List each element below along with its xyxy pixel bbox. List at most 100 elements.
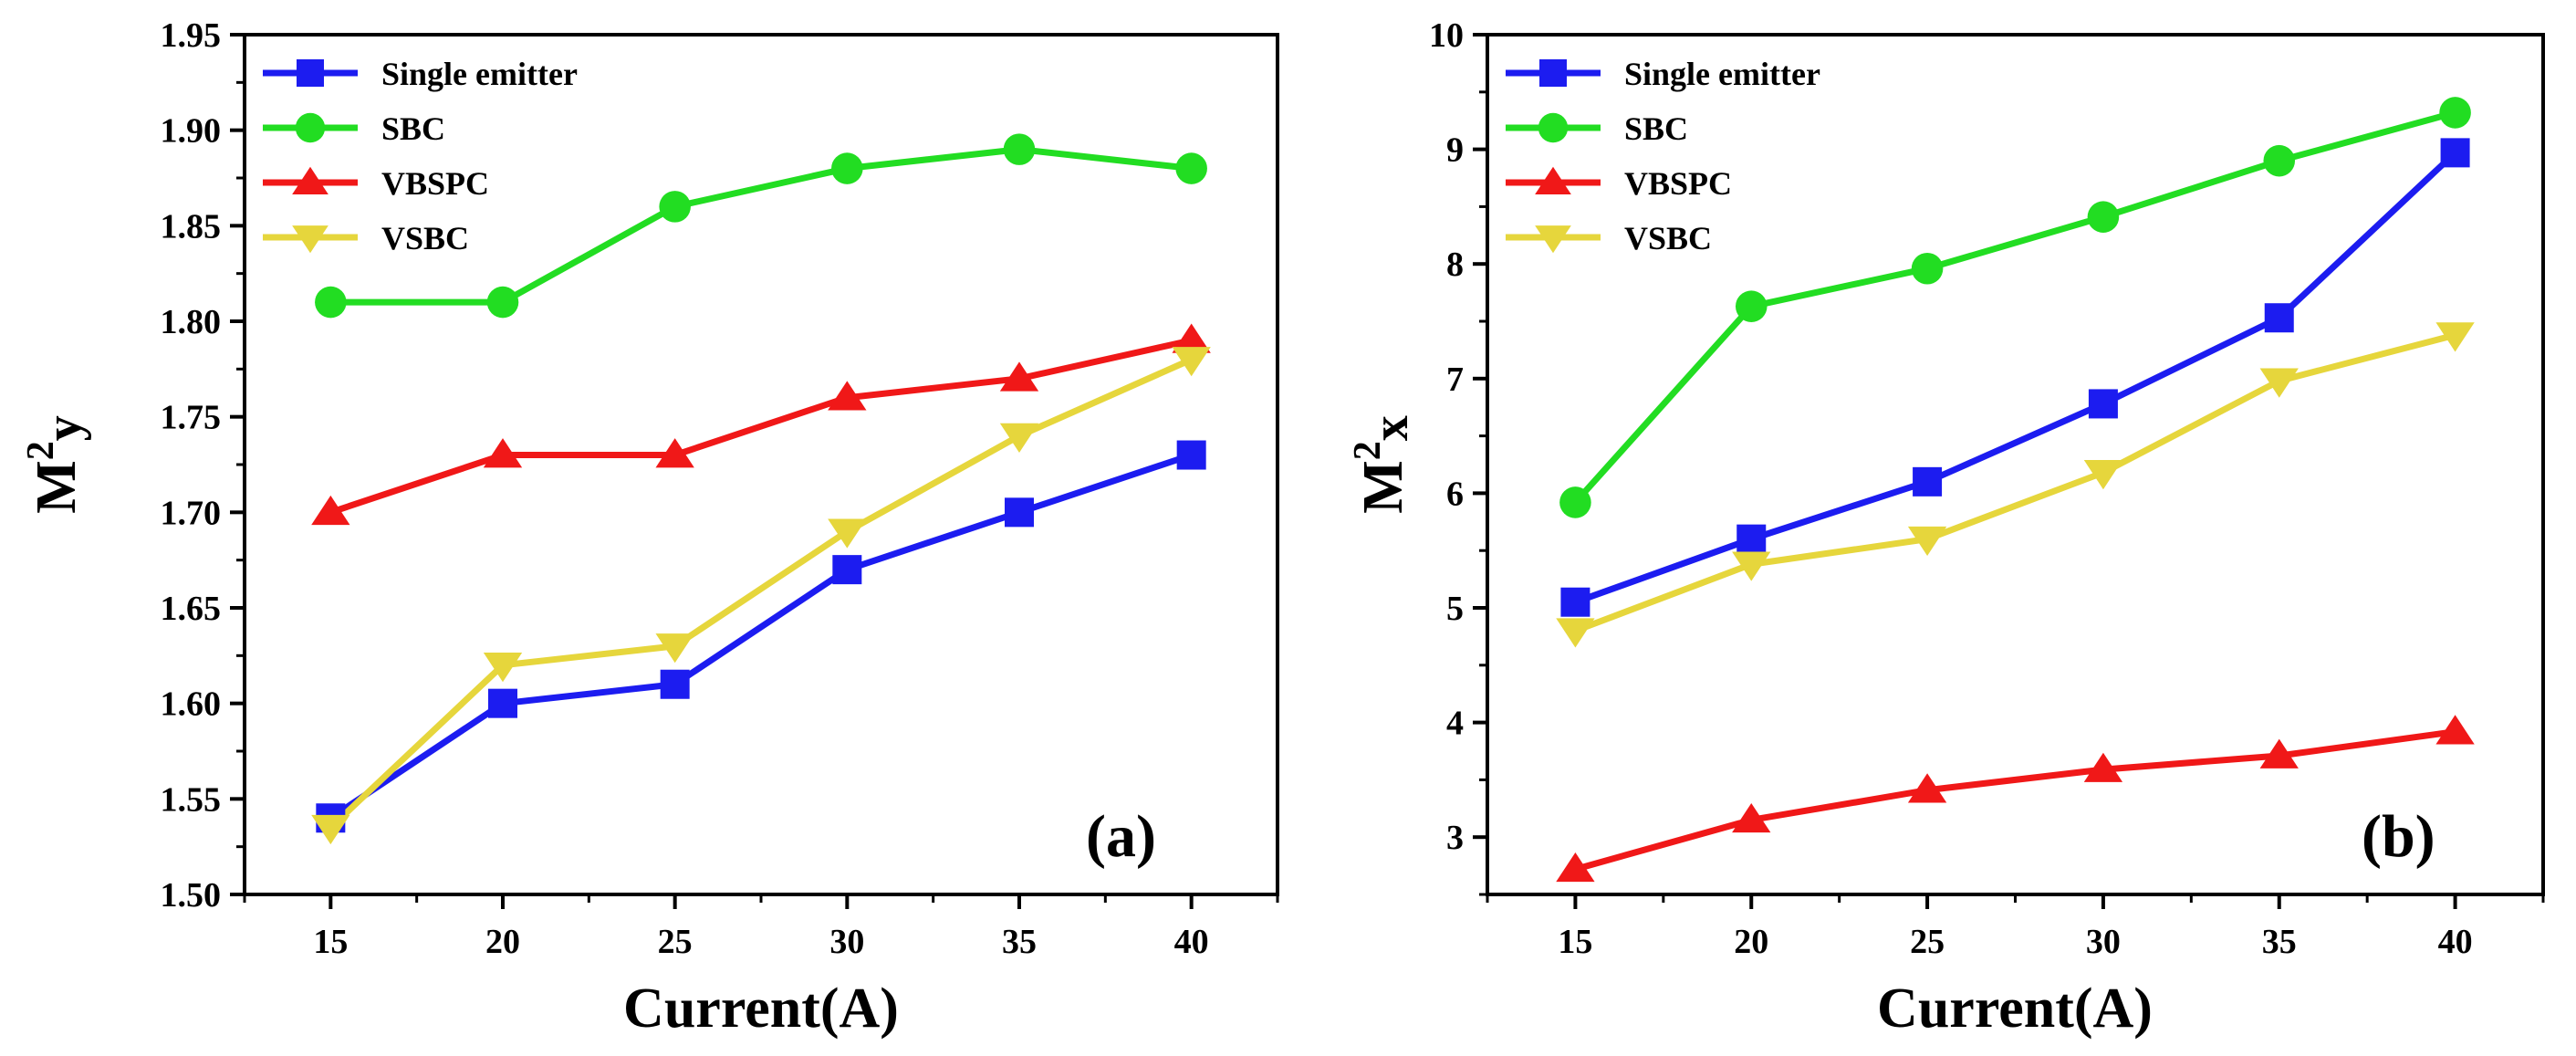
series-layer [1556,97,2475,883]
y-tick-label: 6 [1446,475,1464,513]
x-tick-label: 30 [2086,923,2121,961]
data-point [831,152,863,184]
data-point [1003,133,1036,165]
data-point [1176,440,1206,470]
x-tick-label: 40 [2438,923,2473,961]
data-point [2263,144,2296,177]
data-point [1172,347,1211,377]
series-line [1574,331,2456,634]
legend: Single emitter SBC VBSPC VSBC [1506,56,1820,256]
data-point [1732,551,1771,581]
data-point [1913,466,1943,497]
data-point [2087,201,2120,233]
data-point [1556,852,1595,883]
y-tick-label: 3 [1446,819,1464,857]
data-point [999,423,1039,453]
x-tick-label: 25 [658,923,693,961]
y-tick-label: 1.50 [161,876,222,915]
data-point [483,438,523,468]
data-point [483,653,523,683]
legend: Single emitter SBC VBSPC VSBC [263,56,578,256]
x-tick-label: 30 [829,923,864,961]
data-point [2435,715,2475,745]
x-tick-label: 25 [1910,923,1945,961]
series-line [1574,150,2457,606]
axis-ticks: 15 20 25 30 35 40 3 4 5 6 7 8 9 10 [1429,16,2545,961]
y-tick-label: 1.95 [161,16,222,55]
y-tick-label: 1.90 [161,112,222,151]
data-point [1907,773,1947,803]
data-point [2440,138,2470,168]
data-point [311,495,350,526]
data-point [660,669,690,699]
legend-label: SBC [381,110,445,147]
y-tick-label: 1.60 [161,685,222,724]
data-point [655,438,694,468]
legend-marker [295,112,326,143]
y-tick-label: 8 [1446,246,1464,284]
y-axis-title: M2x [1347,415,1419,514]
panel-label-b: (b) [2362,803,2435,870]
x-tick-label: 35 [2262,923,2297,961]
panel-label-a: (a) [1086,803,1156,870]
data-point [1911,252,1944,285]
chart-panel-b: 15 20 25 30 35 40 3 4 5 6 7 8 9 10 Single emitter SBC V… [1347,16,2545,1040]
data-point [2083,459,2123,490]
y-tick-label: 10 [1429,16,1464,55]
series-line [329,452,1193,821]
y-tick-label: 4 [1446,705,1464,743]
series-layer [311,133,1211,845]
legend-label: VBSPC [1624,165,1732,202]
chart-panel-a: 15 20 25 30 35 40 1.50 1.55 1.60 1.65 1.70 1.75 1.80… [20,16,1279,1040]
y-axis-title-sub: x [1362,415,1419,441]
legend-label: SBC [1624,110,1688,147]
series-line [1574,728,2456,873]
y-tick-label: 1.80 [161,303,222,341]
data-point [486,286,519,319]
data-point [2435,322,2475,352]
x-tick-label: 35 [1002,923,1037,961]
data-point [1732,802,1771,833]
x-tick-label: 20 [485,923,520,961]
series-line [329,337,1193,516]
y-axis-title-base: M [26,460,88,514]
x-tick-label: 15 [313,923,348,961]
data-point [1172,323,1211,353]
legend-label: Single emitter [381,56,578,92]
data-point [1175,152,1207,184]
data-point [2264,303,2294,333]
y-axis-title-sub: y [36,415,92,441]
data-point [2259,368,2299,398]
y-axis-title-base: M [1352,460,1414,514]
legend-marker [292,225,329,254]
data-point [659,191,691,223]
data-point [1736,524,1767,554]
x-axis-title: Current(A) [623,978,899,1040]
y-axis-title: M2y [20,415,92,514]
data-point [999,361,1039,392]
y-tick-label: 1.85 [161,207,222,246]
y-tick-label: 5 [1446,590,1464,628]
y-axis-title-sup: 2 [20,441,62,460]
series-line [328,356,1194,831]
data-point [315,286,347,319]
data-point [1560,587,1590,617]
data-point [1005,497,1034,528]
data-point [1735,290,1768,322]
x-tick-label: 20 [1734,923,1768,961]
data-point [488,688,517,718]
x-axis-title: Current(A) [1877,978,2153,1040]
data-point [828,381,867,411]
y-tick-label: 1.55 [161,780,222,819]
series-line [1572,110,2456,505]
axis-ticks: 15 20 25 30 35 40 1.50 1.55 1.60 1.65 1.70 1.75 1.80… [161,16,1279,961]
legend-marker [292,166,329,194]
legend-label: VBSPC [381,165,489,202]
y-tick-label: 1.65 [161,590,222,628]
legend-marker [1538,112,1569,143]
data-point [2439,97,2471,129]
data-point [2259,738,2299,768]
series-line [330,146,1193,306]
legend-marker [1535,166,1571,194]
